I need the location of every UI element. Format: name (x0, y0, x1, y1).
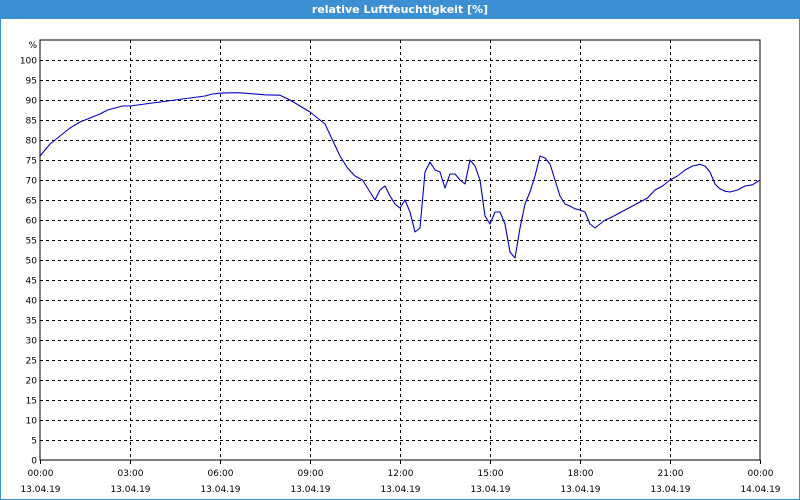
x-tick-date: 13.04.19 (20, 485, 60, 495)
x-tick-date: 13.04.19 (200, 485, 240, 495)
y-tick-label: 50 (26, 257, 38, 267)
y-tick-label: 5 (31, 437, 37, 447)
x-tick-time: 12:00 (388, 469, 414, 479)
x-tick-date: 13.04.19 (290, 485, 330, 495)
x-tick-time: 18:00 (568, 469, 594, 479)
x-tick-date: 13.04.19 (650, 485, 690, 495)
tick-labels: 0 5 10 15 20 25 30 35 40 45 50 55 60 65 70 75 80 85 90 95 10… (20, 41, 781, 495)
y-tick-label: 45 (26, 277, 37, 287)
x-tick-time: 09:00 (298, 469, 324, 479)
y-tick-label: 25 (26, 357, 37, 367)
x-tick-date: 13.04.19 (560, 485, 600, 495)
y-tick-label: 60 (26, 217, 38, 227)
x-tick-time: 06:00 (208, 469, 234, 479)
x-tick-time: 00:00 (28, 469, 54, 479)
y-tick-label: 30 (26, 337, 38, 347)
x-tick-time: 00:00 (748, 469, 774, 479)
axes (39, 39, 761, 464)
y-tick-label: 70 (26, 177, 38, 187)
humidity-line (39, 92, 761, 259)
y-tick-label: 90 (26, 97, 38, 107)
y-tick-label: 10 (26, 417, 38, 427)
y-tick-label: 35 (26, 317, 37, 327)
y-tick-label: 65 (26, 197, 37, 207)
x-tick-date: 13.04.19 (470, 485, 510, 495)
x-tick-time: 21:00 (658, 469, 684, 479)
y-tick-label: 85 (26, 117, 37, 127)
y-tick-label: 20 (26, 377, 38, 387)
y-tick-label: 100 (20, 57, 37, 67)
x-tick-date: 14.04.19 (740, 485, 780, 495)
series (39, 92, 761, 259)
y-tick-label: 40 (26, 297, 38, 307)
y-tick-label: 95 (26, 77, 37, 87)
y-tick-label: 15 (26, 397, 37, 407)
grid (40, 40, 760, 460)
y-tick-label: 0 (31, 457, 37, 467)
x-tick-time: 03:00 (118, 469, 144, 479)
chart-title: relative Luftfeuchtigkeit [%] (1, 1, 799, 19)
y-tick-label: 80 (26, 137, 38, 147)
y-axis-label: % (28, 41, 37, 51)
y-tick-label: 55 (26, 237, 37, 247)
x-tick-time: 15:00 (478, 469, 504, 479)
y-tick-label: 75 (26, 157, 37, 167)
x-tick-date: 13.04.19 (380, 485, 420, 495)
x-tick-date: 13.04.19 (110, 485, 150, 495)
